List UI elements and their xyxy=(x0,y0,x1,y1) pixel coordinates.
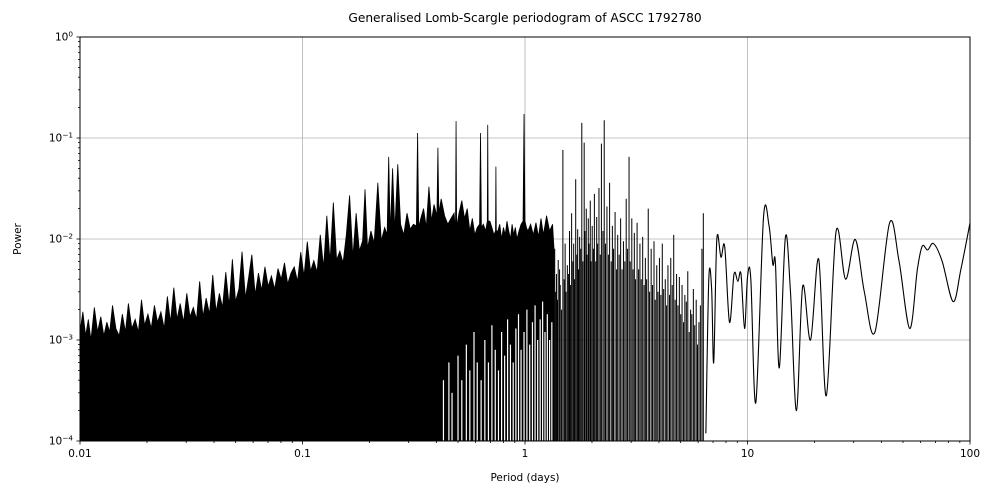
x-tick-label: 0.01 xyxy=(68,448,91,460)
dense-envelope-path xyxy=(79,113,555,442)
y-tick-label: 100 xyxy=(55,30,73,44)
white-gap-lines xyxy=(442,301,553,441)
tick-marks xyxy=(76,36,971,445)
peak-lines xyxy=(554,120,704,441)
y-tick-labels: 100 10−1 10−2 10−3 10−4 xyxy=(49,30,73,448)
y-tick-label: 10−4 xyxy=(49,434,73,448)
x-tick-labels: 0.01 0.1 1 10 100 xyxy=(68,448,980,460)
plot-layers: 0.01 0.1 1 10 100 100 10−1 10−2 10−3 10−4 xyxy=(49,30,980,461)
x-axis-label: Period (days) xyxy=(490,472,559,484)
x-tick-label: 100 xyxy=(960,448,980,460)
y-tick-label: 10−1 xyxy=(49,131,73,145)
y-tick-label: 10−3 xyxy=(49,333,73,347)
x-tick-label: 1 xyxy=(522,448,529,460)
smooth-curve-path xyxy=(705,204,971,434)
y-axis-label: Power xyxy=(12,222,24,254)
y-tick-label: 10−2 xyxy=(49,232,73,246)
x-tick-label: 10 xyxy=(741,448,754,460)
x-tick-label: 0.1 xyxy=(294,448,311,460)
chart-title: Generalised Lomb-Scargle periodogram of … xyxy=(348,11,701,25)
